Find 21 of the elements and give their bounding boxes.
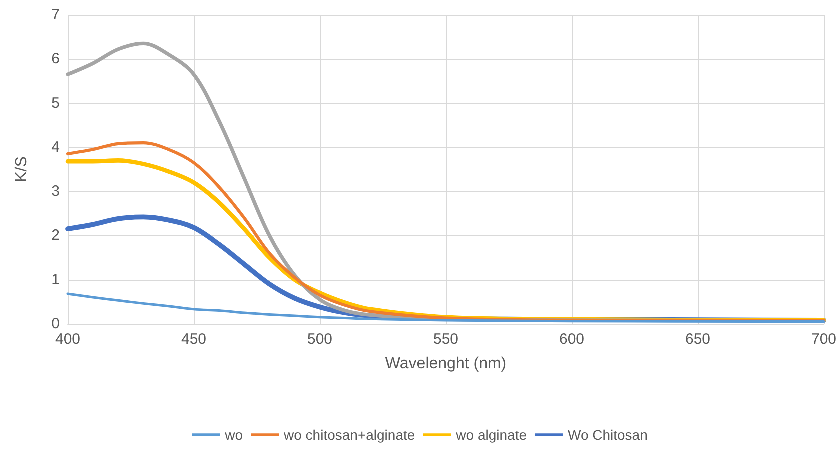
- y-tick-label: 3: [52, 183, 60, 200]
- y-tick-label: 7: [52, 6, 60, 24]
- x-axis-title: Wavelenght (nm): [385, 356, 507, 372]
- y-tick-label: 0: [52, 316, 60, 332]
- y-tick-label: 5: [52, 94, 60, 112]
- x-tick-label: 450: [181, 331, 207, 348]
- x-tick-label: 400: [55, 331, 81, 348]
- x-tick-label: 500: [307, 331, 333, 348]
- legend-label: Wo Chitosan: [568, 427, 648, 443]
- x-tick-label: 650: [685, 331, 711, 348]
- legend-label: wo chitosan+alginate: [283, 427, 416, 443]
- x-tick-label: 700: [811, 331, 837, 348]
- x-tick-label: 550: [433, 331, 459, 348]
- legend-label: wo: [224, 427, 244, 443]
- x-tick-label: 600: [559, 331, 585, 348]
- y-tick-label: 1: [52, 271, 60, 288]
- y-tick-label: 4: [52, 138, 60, 156]
- y-tick-label: 2: [52, 227, 60, 244]
- y-axis-title: K/S: [14, 156, 30, 182]
- y-tick-label: 6: [52, 50, 60, 68]
- legend-label: wo alginate: [455, 427, 528, 443]
